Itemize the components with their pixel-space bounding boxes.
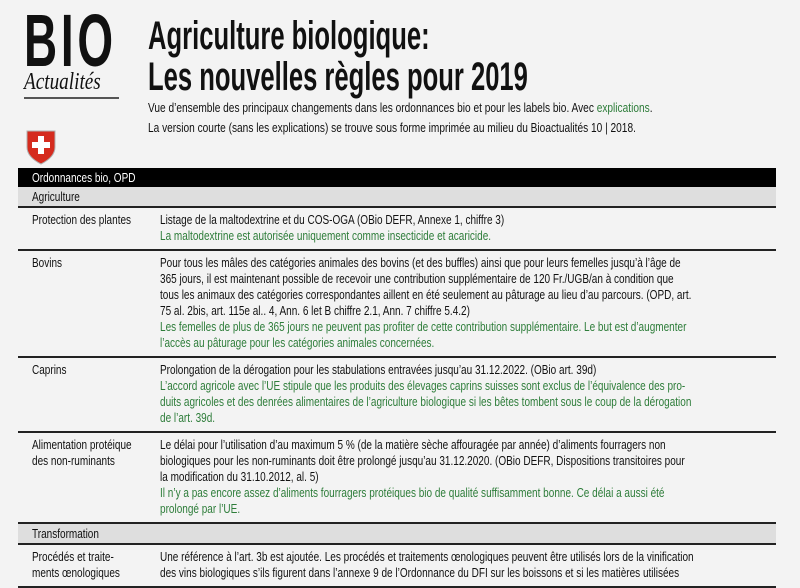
row-text: Une référence à l’art. 3b est ajoutée. L… [160,549,694,564]
row-content: Le délai pour l’utilisation d’au maximum… [160,437,776,517]
row-note-line: prolongé par l’UE. [160,501,776,517]
logo-bio: BIO [24,0,117,82]
row-note: duits agricoles et des denrées alimentai… [160,394,692,409]
row-text-line: la modification du 31.10.2012, al. 5) [160,469,776,485]
row-label-text: ments œnologiques [32,565,120,580]
row-note-line: duits agricoles et des denrées alimentai… [160,394,776,410]
table-row: Alimentation protéique des non-ruminants L… [18,433,776,524]
row-note-line: L’accord agricole avec l’UE stipule que … [160,378,776,394]
row-text-line: biologiques pour les non-ruminants doit … [160,453,776,469]
row-label: Alimentation protéique des non-ruminants [32,437,161,469]
row-label-text: Procédés et traite- [32,549,114,564]
row-label-line: Bovins [32,255,71,271]
row-note-line: de l’art. 39d. [160,410,776,426]
row-text: des vins biologiques s’ils figurent dans… [160,565,680,580]
row-label-text: Caprins [32,362,67,377]
row-label-line: Caprins [32,362,77,378]
row-text-line: Pour tous les mâles des catégories anima… [160,255,776,271]
row-text-line: Le délai pour l’utilisation d’au maximum… [160,437,776,453]
row-note: de l’art. 39d. [160,410,216,425]
row-label-text: Alimentation protéique [32,437,132,452]
row-label-text: Bovins [32,255,63,270]
row-label-line: des non-ruminants [32,453,161,469]
row-text: la modification du 31.10.2012, al. 5) [160,469,319,484]
page-title-line2: Les nouvelles règles pour 2019 [148,55,528,99]
table-row: Bovins Pour tous les mâles des catégories… [18,251,776,358]
table-row: Caprins Prolongation de la dérogation pou… [18,358,776,433]
intro-line1: Vue d’ensemble des principaux changement… [148,100,795,116]
swiss-shield-icon [26,130,56,165]
table-header-text: Ordonnances bio, OPD [32,170,136,185]
row-label-line: Procédés et traite- [32,549,146,565]
row-note: prolongé par l’UE. [160,501,241,516]
row-label-text: Protection des plantes [32,212,132,227]
row-text: tous les animaux des catégories correspo… [160,287,692,302]
table-header: Ordonnances bio, OPD [18,168,776,187]
row-text-line: Prolongation de la dérogation pour les s… [160,362,776,378]
rules-table: Ordonnances bio, OPD Agriculture Protectio… [18,168,776,588]
row-text: Le délai pour l’utilisation d’au maximum… [160,437,666,452]
row-text-line: 365 jours, il est maintenant possible de… [160,271,776,287]
row-note: Les femelles de plus de 365 jours ne peu… [160,319,687,334]
row-text-line: Listage de la maltodextrine et du COS-OG… [160,212,776,228]
row-text: 365 jours, il est maintenant possible de… [160,271,674,286]
row-label: Procédés et traite-ments œnologiques [32,549,146,581]
row-text: biologiques pour les non-ruminants doit … [160,453,685,468]
row-note: L’accord agricole avec l’UE stipule que … [160,378,686,393]
row-note-line: Les femelles de plus de 365 jours ne peu… [160,319,776,335]
row-label: Caprins [32,362,77,378]
row-note-line: La maltodextrine est autorisée uniquemen… [160,228,776,244]
table-row: Protection des plantes Listage de la malt… [18,208,776,251]
row-note: l’accès au pâturage pour les catégories … [160,335,435,350]
row-text: Prolongation de la dérogation pour les s… [160,362,597,377]
row-text-line: des vins biologiques s’ils figurent dans… [160,565,776,581]
row-label-line: Alimentation protéique [32,437,161,453]
row-text-line: tous les animaux des catégories correspo… [160,287,776,303]
row-content: Une référence à l’art. 3b est ajoutée. L… [160,549,776,581]
section-title: Transformation [32,526,99,541]
row-note-line: l’accès au pâturage pour les catégories … [160,335,776,351]
row-note: La maltodextrine est autorisée uniquemen… [160,228,492,243]
intro-text: Vue d’ensemble des principaux changement… [148,100,597,115]
section-header: Transformation [18,524,776,545]
row-note: Il n’y a pas encore assez d’aliments fou… [160,485,665,500]
logo-underline [24,97,119,99]
row-text-line: 75 al. 2bis, art. 115e al.. 4, Ann. 6 le… [160,303,776,319]
page-title-line1: Agriculture biologique: [148,14,430,58]
logo-actualites: Actualités [24,69,101,95]
intro-line2: La version courte (sans les explications… [148,120,636,135]
row-text: Listage de la maltodextrine et du COS-OG… [160,212,505,227]
explications-link[interactable]: explications [596,100,650,115]
section-header: Agriculture [18,187,776,208]
row-text-line: Une référence à l’art. 3b est ajoutée. L… [160,549,776,565]
intro-period: . [649,100,653,115]
row-text: Pour tous les mâles des catégories anima… [160,255,681,270]
row-label: Bovins [32,255,71,271]
row-content: Prolongation de la dérogation pour les s… [160,362,776,426]
row-label-line: Protection des plantes [32,212,161,228]
section-title: Agriculture [32,189,80,204]
row-text: 75 al. 2bis, art. 115e al.. 4, Ann. 6 le… [160,303,470,318]
row-content: Pour tous les mâles des catégories anima… [160,255,776,351]
row-label-text: des non-ruminants [32,453,115,468]
row-content: Listage de la maltodextrine et du COS-OG… [160,212,776,244]
row-label: Protection des plantes [32,212,161,228]
row-note-line: Il n’y a pas encore assez d’aliments fou… [160,485,776,501]
row-label-line: ments œnologiques [32,565,146,581]
table-row: Procédés et traite-ments œnologiques Une … [18,545,776,588]
